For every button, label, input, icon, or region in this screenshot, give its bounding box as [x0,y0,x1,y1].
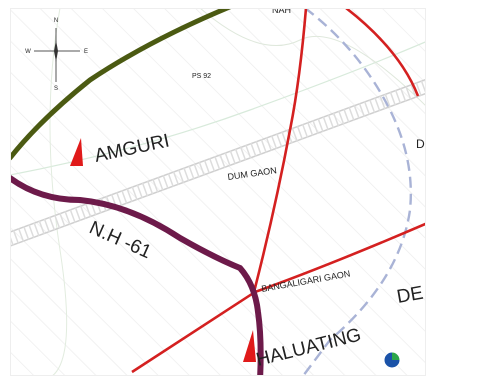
compass-north-label: N [54,18,58,24]
minor-boundary-line [199,8,426,107]
village-marker-icon [70,138,83,166]
place-label-d-partial: D [416,137,425,151]
globe-icon [383,351,401,369]
nh61-road [10,175,264,376]
place-label-nah: NAH [272,5,291,15]
hatch-pattern [10,8,426,376]
major-road-northeast [345,8,420,97]
map-border [10,8,426,376]
minor-boundary-line [10,41,426,176]
place-label-de-partial: DE [395,283,425,308]
major-road-east [131,222,426,374]
village-marker-icon [243,330,256,362]
compass-rose-icon: N S E W [25,18,88,92]
compass-east-label: E [84,49,88,55]
minor-boundary-line [49,8,68,376]
dashed-boundary [301,8,413,376]
railway-track [10,78,426,247]
compass-south-label: S [54,86,58,92]
ps-label: PS 92 [192,73,211,80]
major-road-north [252,8,308,293]
compass-west-label: W [25,49,31,55]
green-route [10,8,234,161]
